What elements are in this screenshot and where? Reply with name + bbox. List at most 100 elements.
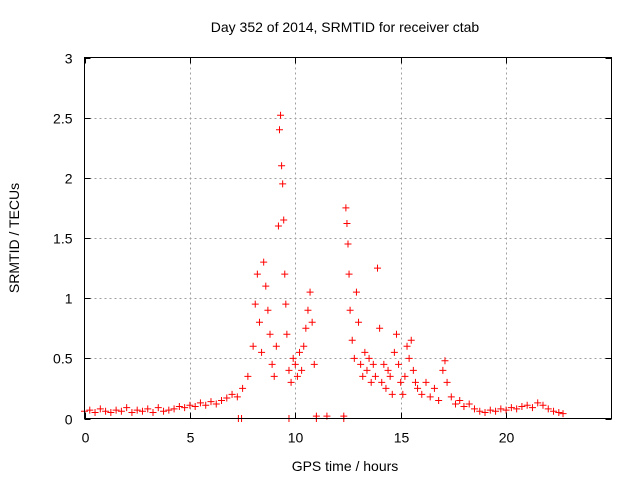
data-point — [346, 306, 354, 314]
y-tick-label: 2.5 — [53, 111, 73, 127]
x-tick-label: 10 — [288, 430, 304, 446]
data-point — [407, 336, 415, 344]
data-point — [518, 402, 526, 410]
data-point — [401, 372, 409, 380]
axis-ticks: 0 0.5 1 1.5 2 2.5 3 0 5 10 15 20 — [53, 51, 612, 446]
data-point — [207, 398, 215, 406]
data-point — [369, 360, 377, 368]
data-point — [523, 401, 531, 409]
data-point — [363, 366, 371, 374]
data-point — [395, 360, 403, 368]
data-point — [102, 407, 110, 415]
data-point — [266, 330, 274, 338]
data-point — [456, 396, 464, 404]
data-point — [441, 357, 449, 365]
data-point — [280, 216, 288, 224]
data-point — [367, 378, 375, 386]
data-point — [112, 406, 120, 414]
data-point — [253, 270, 261, 278]
data-point — [534, 399, 542, 407]
data-point — [181, 404, 189, 412]
data-point — [285, 366, 293, 374]
data-point — [384, 366, 392, 374]
data-point — [405, 354, 413, 362]
data-point — [223, 394, 231, 402]
data-point — [268, 360, 276, 368]
data-point — [382, 384, 390, 392]
data-point — [293, 372, 301, 380]
data-point — [414, 384, 422, 392]
data-point — [378, 378, 386, 386]
x-tick-label: 15 — [394, 430, 410, 446]
data-point — [218, 396, 226, 404]
data-point — [249, 342, 257, 350]
data-point — [476, 407, 484, 415]
data-point — [371, 372, 379, 380]
data-point — [274, 222, 282, 230]
data-point — [117, 407, 125, 415]
data-point — [486, 406, 494, 414]
data-point — [447, 393, 455, 401]
data-point — [304, 306, 312, 314]
data-point — [306, 288, 314, 296]
data-point — [196, 399, 204, 407]
data-point — [544, 405, 552, 413]
data-point — [96, 405, 104, 413]
data-point — [390, 348, 398, 356]
data-point — [244, 372, 252, 380]
y-tick-label: 0.5 — [53, 351, 73, 367]
data-point — [278, 162, 286, 170]
data-point — [399, 390, 407, 398]
data-point — [435, 396, 443, 404]
y-tick-label: 1.5 — [53, 231, 73, 247]
data-point — [403, 342, 411, 350]
data-point — [308, 318, 316, 326]
data-point — [239, 384, 247, 392]
data-point — [380, 360, 388, 368]
data-point — [492, 407, 500, 415]
grid — [84, 57, 612, 419]
data-point — [255, 318, 263, 326]
data-point — [497, 405, 505, 413]
data-point — [361, 348, 369, 356]
data-point — [348, 336, 356, 344]
data-point — [411, 378, 419, 386]
data-point — [355, 318, 363, 326]
data-point — [279, 180, 287, 188]
data-point — [302, 324, 310, 332]
data-point — [539, 401, 547, 409]
data-point — [212, 400, 220, 408]
data-point — [258, 348, 266, 356]
data-point — [470, 405, 478, 413]
data-point — [409, 366, 417, 374]
data-point — [149, 408, 157, 416]
data-point — [160, 407, 168, 415]
data-point — [264, 306, 272, 314]
data-point — [86, 406, 94, 414]
y-tick-label: 1 — [65, 291, 73, 307]
data-point — [272, 342, 280, 350]
data-point — [228, 390, 236, 398]
data-point — [343, 220, 351, 228]
data-point — [275, 126, 283, 134]
data-point — [359, 372, 367, 380]
data-point — [287, 378, 295, 386]
y-tick-label: 0 — [65, 412, 73, 428]
data-point — [465, 400, 473, 408]
x-tick-label: 20 — [499, 430, 515, 446]
plot-frame — [84, 57, 612, 419]
data-point — [352, 288, 360, 296]
x-tick-label: 5 — [187, 430, 195, 446]
data-point — [502, 406, 510, 414]
data-point — [555, 408, 563, 416]
data-point — [283, 330, 291, 338]
data-point — [388, 390, 396, 398]
y-axis-title: SRMTID / TECUs — [6, 183, 22, 293]
x-tick-label: 0 — [82, 430, 90, 446]
data-point — [128, 408, 136, 416]
data-point — [175, 402, 183, 410]
data-point — [426, 393, 434, 401]
y-tick-label: 3 — [65, 51, 73, 67]
data-point — [123, 404, 131, 412]
data-point — [260, 258, 268, 266]
